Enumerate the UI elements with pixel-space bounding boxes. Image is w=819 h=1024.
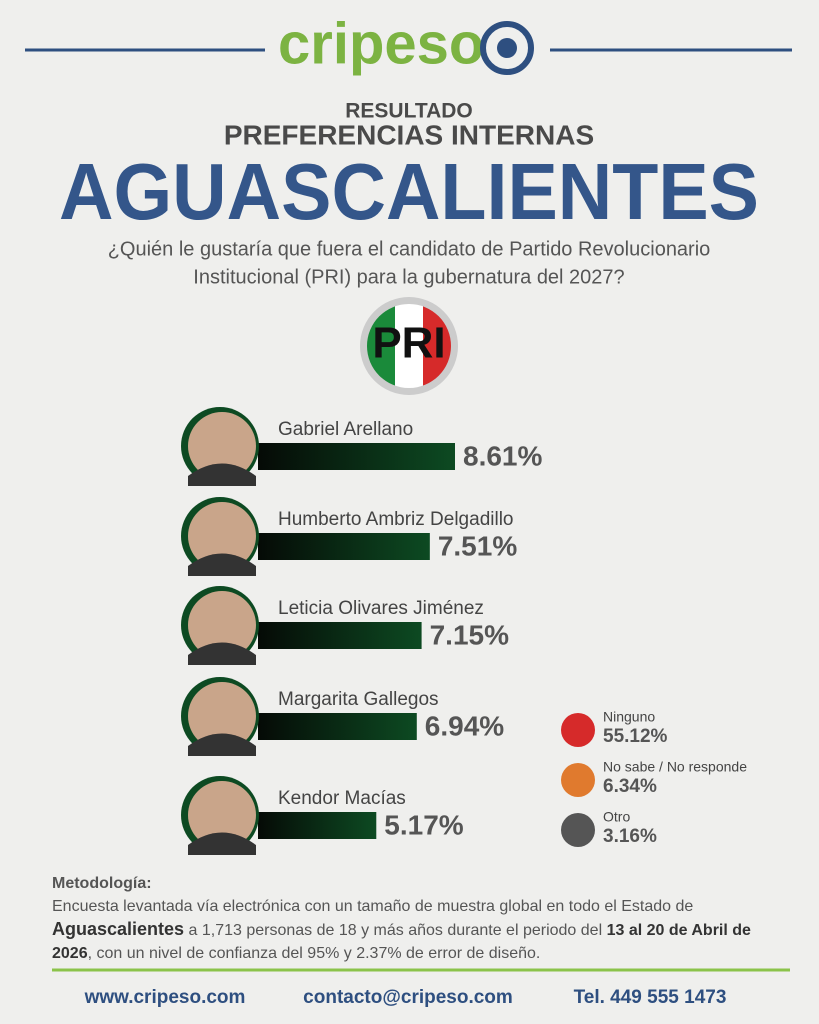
party-logo bbox=[367, 304, 451, 388]
avatar bbox=[188, 553, 256, 576]
footer-email: contacto@cripeso.com bbox=[303, 987, 513, 1008]
party-name: PRI bbox=[372, 319, 445, 368]
methodology: Metodología: Encuesta levantada vía elec… bbox=[52, 872, 782, 965]
category-label: Kendor Macías bbox=[278, 788, 406, 809]
bar bbox=[258, 812, 377, 839]
avatar bbox=[188, 502, 256, 570]
title: AGUASCALIENTES bbox=[59, 147, 759, 236]
response-icon bbox=[561, 763, 595, 797]
avatar bbox=[188, 733, 256, 756]
text: 13 al 20 de Abril de 2026 bbox=[52, 922, 751, 962]
response-label: No sabe / No responde bbox=[603, 759, 747, 775]
response-label: Otro bbox=[603, 809, 630, 825]
category-label: Leticia Olivares Jiménez bbox=[278, 598, 484, 619]
category-label: Humberto Ambriz Delgadillo bbox=[278, 509, 514, 530]
response-value: 6.34% bbox=[603, 776, 657, 797]
subtitle: PREFERENCIAS INTERNAS bbox=[224, 119, 594, 150]
bar bbox=[258, 622, 422, 649]
bar bbox=[258, 443, 455, 470]
question: ¿Quién le gustaría que fuera el candidat… bbox=[108, 238, 711, 260]
avatar bbox=[188, 642, 256, 665]
response-icon bbox=[561, 713, 595, 747]
methodology-heading: Metodología: bbox=[52, 875, 152, 892]
text: , con un nivel de confianza del 95% y 2.… bbox=[87, 945, 541, 962]
avatar bbox=[188, 463, 256, 486]
logo: cripeso bbox=[278, 11, 484, 76]
logo-target bbox=[480, 21, 534, 75]
response-value: 55.12% bbox=[603, 726, 668, 747]
bar bbox=[258, 713, 417, 740]
question: Institucional (PRI) para la gubernatura … bbox=[193, 266, 624, 288]
value-label: 8.61% bbox=[463, 440, 542, 471]
value-label: 7.15% bbox=[430, 619, 509, 650]
avatar bbox=[188, 412, 256, 480]
kicker: RESULTADO bbox=[345, 100, 473, 123]
response-value: 3.16% bbox=[603, 826, 657, 847]
footer-phone: Tel. 449 555 1473 bbox=[574, 987, 727, 1008]
avatar bbox=[188, 781, 256, 849]
response-icon bbox=[561, 813, 595, 847]
avatar bbox=[188, 591, 256, 659]
text: a 1,713 personas de 18 y más años durant… bbox=[184, 922, 607, 939]
text: Aguascalientes bbox=[52, 919, 185, 939]
category-label: Gabriel Arellano bbox=[278, 419, 413, 440]
bar bbox=[258, 533, 430, 560]
value-label: 6.94% bbox=[425, 710, 504, 741]
footer-web: www.cripeso.com bbox=[84, 987, 246, 1008]
avatar bbox=[188, 832, 256, 855]
logo-target bbox=[497, 38, 517, 58]
response-label: Ninguno bbox=[603, 709, 655, 725]
avatar bbox=[188, 682, 256, 750]
value-label: 5.17% bbox=[384, 809, 463, 840]
category-label: Margarita Gallegos bbox=[278, 689, 439, 710]
text: Encuesta levantada vía electrónica con u… bbox=[52, 898, 694, 915]
value-label: 7.51% bbox=[438, 530, 517, 561]
